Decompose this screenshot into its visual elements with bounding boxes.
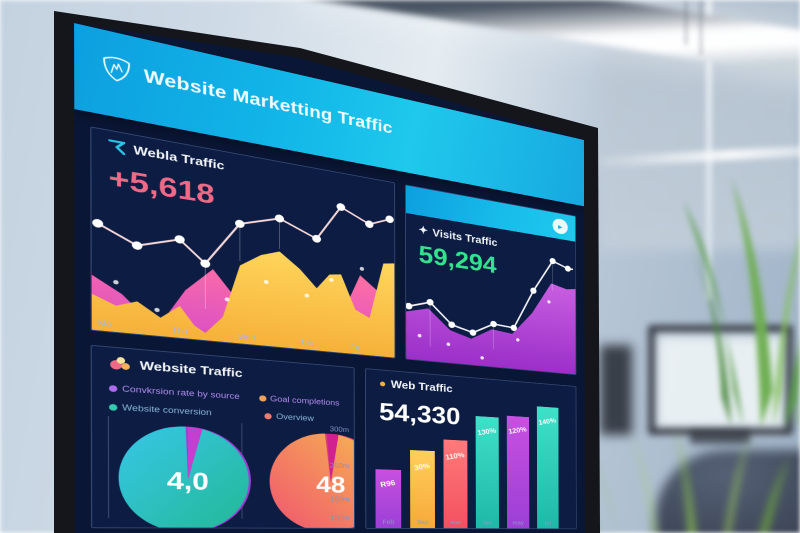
svg-text:apr: apr [483, 519, 492, 526]
svg-text:mar: mar [450, 519, 461, 526]
svg-text:Wed: Wed [238, 333, 255, 342]
svg-text:Sep: Sep [417, 518, 429, 525]
svg-text:48: 48 [316, 471, 345, 497]
svg-text:Thu: Thu [300, 339, 314, 348]
svg-text:Feb: Feb [383, 518, 395, 525]
svg-text:4,0: 4,0 [167, 467, 209, 496]
svg-text:Fri: Fri [351, 344, 360, 352]
svg-text:jul: jul [544, 519, 551, 526]
svg-text:Mo: Mo [98, 319, 111, 328]
svg-text:Thu: Thu [172, 326, 188, 335]
svg-text:may: may [513, 519, 525, 526]
